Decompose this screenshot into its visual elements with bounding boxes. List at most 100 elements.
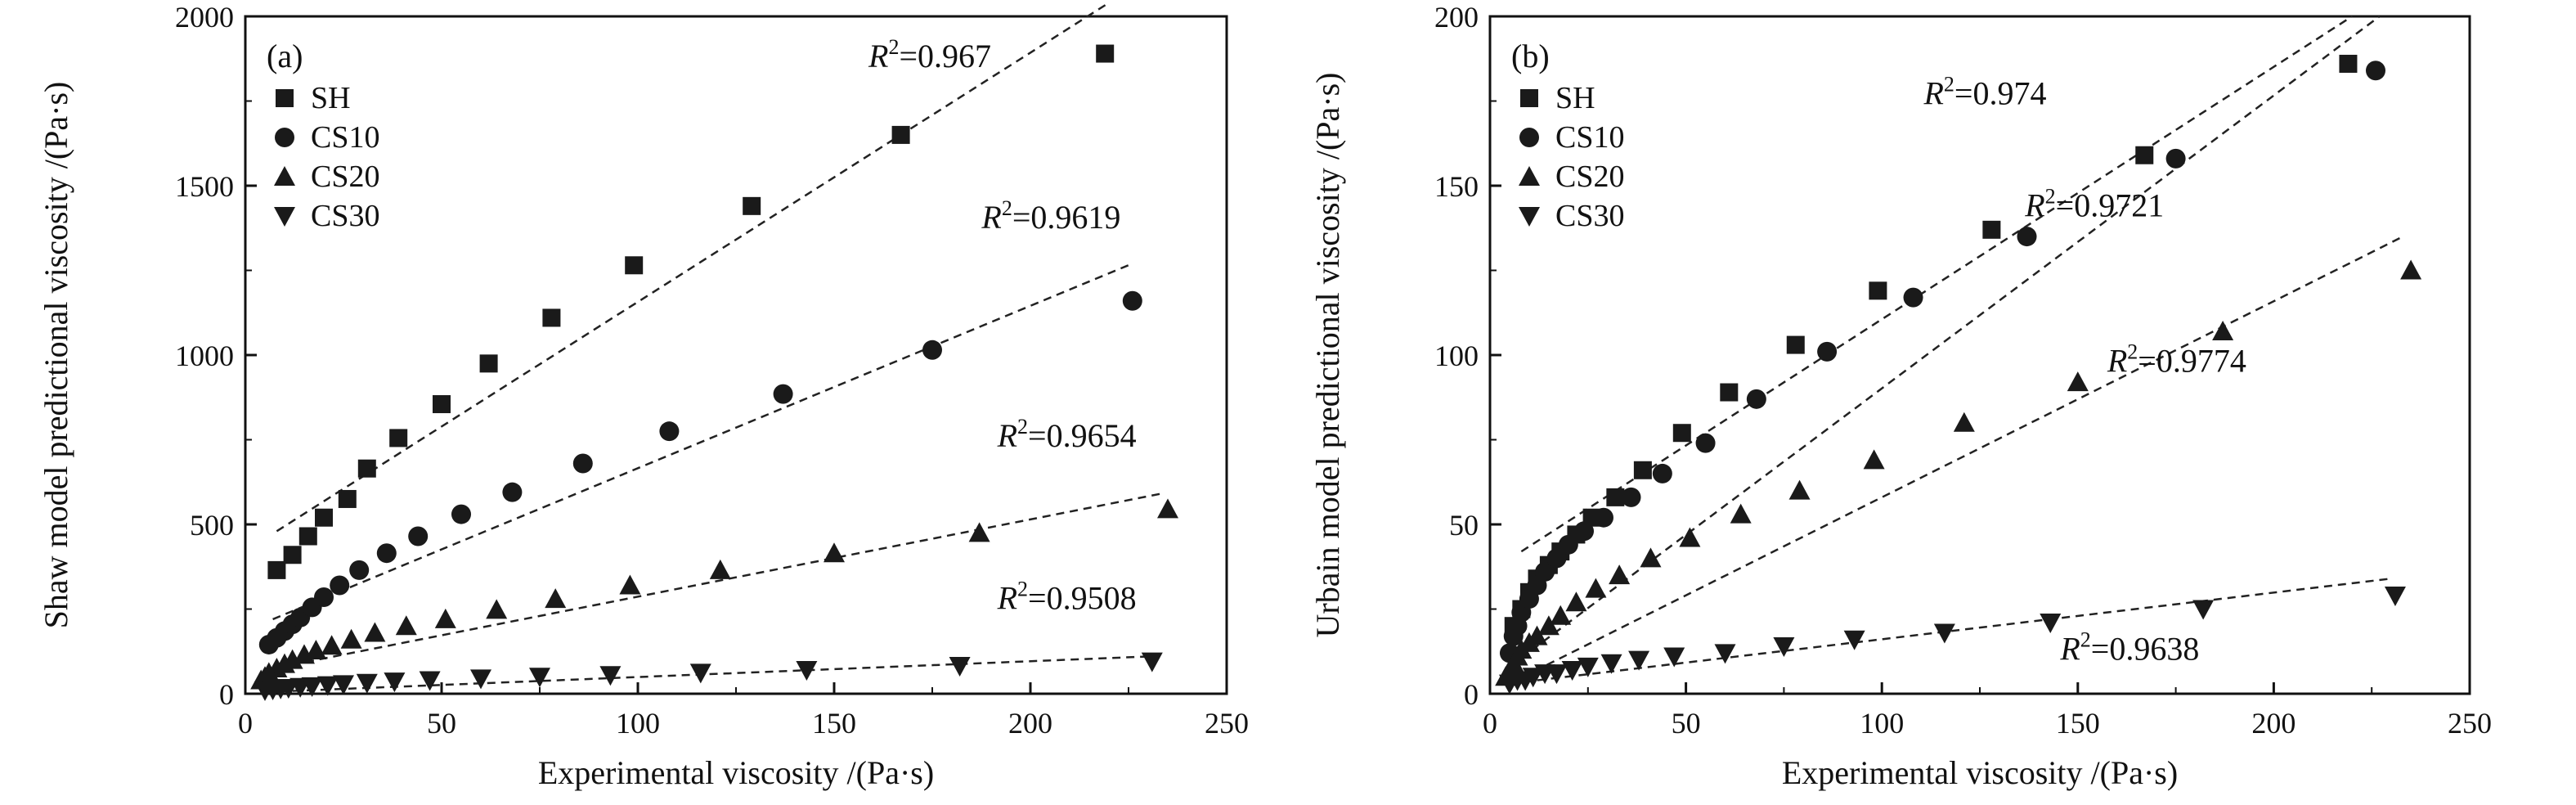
- y-tick-label: 100: [1434, 340, 1479, 372]
- data-point: [619, 574, 641, 595]
- data-point: [2067, 371, 2089, 392]
- data-point: [1773, 637, 1795, 658]
- y-tick-label: 1000: [175, 340, 234, 372]
- data-point: [1585, 578, 1607, 598]
- legend-label: CS10: [1555, 120, 1624, 155]
- data-point: [922, 340, 942, 360]
- data-point: [315, 508, 333, 527]
- legend-marker: [274, 207, 295, 227]
- x-tick-label: 0: [1483, 707, 1497, 740]
- data-point: [298, 527, 317, 546]
- data-point: [283, 546, 302, 564]
- data-point: [1537, 615, 1560, 636]
- data-point: [1652, 463, 1672, 483]
- legend-marker: [1519, 166, 1540, 186]
- data-point: [1843, 630, 1865, 650]
- data-point: [1621, 487, 1641, 507]
- y-tick-label: 500: [190, 509, 234, 542]
- data-point: [1522, 668, 1544, 688]
- data-point: [545, 588, 567, 609]
- data-point: [419, 671, 441, 691]
- data-point: [1746, 389, 1766, 409]
- data-point: [1663, 647, 1685, 668]
- fit-line: [272, 263, 1133, 621]
- data-point: [434, 608, 456, 628]
- data-point: [364, 622, 386, 642]
- legend-item: CS20: [1519, 160, 1624, 194]
- y-tick-label: 2000: [175, 1, 234, 34]
- data-point: [1817, 341, 1838, 362]
- legend-label: CS20: [311, 160, 379, 194]
- data-point: [1633, 461, 1652, 479]
- legend-item: CS20: [274, 160, 379, 194]
- data-point: [968, 522, 990, 542]
- data-point: [389, 429, 408, 447]
- x-tick-label: 150: [812, 707, 856, 740]
- data-point: [1561, 661, 1583, 681]
- data-point: [1546, 548, 1567, 569]
- legend-item: CS10: [275, 120, 379, 155]
- series-sh: R2=0.974: [1504, 15, 2358, 636]
- r2-label: R2=0.9654: [997, 415, 1137, 454]
- data-point: [2017, 227, 2037, 247]
- data-point: [1672, 424, 1691, 443]
- data-point: [340, 628, 362, 649]
- data-point: [314, 587, 334, 608]
- data-point: [529, 668, 550, 688]
- legend-item: SH: [276, 81, 351, 115]
- data-point: [357, 459, 376, 478]
- data-point: [333, 675, 354, 695]
- data-point: [451, 504, 471, 524]
- r2-label: R2=0.9508: [997, 578, 1137, 617]
- data-point: [395, 615, 417, 636]
- series-cs10: R2=0.9721: [1499, 15, 2385, 668]
- legend-label: CS20: [1555, 160, 1624, 194]
- y-tick-label: 150: [1434, 170, 1479, 203]
- legend-label: CS10: [311, 120, 379, 155]
- data-point: [1600, 654, 1622, 674]
- x-tick-label: 100: [616, 707, 660, 740]
- data-point: [625, 256, 644, 275]
- series-cs30: R2=0.9638: [1498, 577, 2406, 695]
- x-tick-label: 250: [2448, 707, 2492, 740]
- data-point: [542, 308, 561, 327]
- data-point: [281, 649, 303, 669]
- data-point: [2339, 54, 2358, 73]
- r2-label: R2=0.974: [1923, 73, 2046, 112]
- legend-marker: [1520, 89, 1538, 107]
- legend-item: SH: [1520, 81, 1595, 115]
- data-point: [330, 575, 350, 596]
- data-point: [1577, 657, 1599, 677]
- data-point: [709, 559, 731, 579]
- y-tick-label: 0: [1464, 678, 1479, 711]
- plot-frame: [1488, 15, 2471, 695]
- data-point: [321, 635, 343, 655]
- data-point: [1141, 652, 1163, 672]
- data-point: [1953, 411, 1975, 432]
- data-point: [1714, 644, 1736, 664]
- legend-marker: [1519, 128, 1539, 147]
- data-point: [1122, 290, 1142, 311]
- data-point: [1593, 507, 1613, 528]
- data-point: [1526, 625, 1548, 645]
- data-point: [2165, 148, 2186, 169]
- data-point: [2135, 146, 2154, 164]
- data-point: [2365, 61, 2385, 81]
- data-point: [1679, 527, 1701, 547]
- data-point: [301, 677, 323, 697]
- data-point: [1869, 281, 1887, 300]
- data-point: [486, 599, 508, 619]
- fit-line: [1509, 235, 2404, 685]
- x-tick-label: 150: [2056, 707, 2100, 740]
- data-point: [1730, 503, 1752, 524]
- series-sh: R2=0.967: [267, 2, 1115, 579]
- data-point: [2212, 321, 2234, 341]
- y-tick-label: 200: [1434, 1, 1479, 34]
- data-point: [338, 489, 357, 508]
- data-point: [433, 395, 451, 414]
- data-point: [2040, 614, 2062, 634]
- x-axis-title: Experimental viscosity /(Pa·s): [1782, 754, 2178, 791]
- fit-line: [1520, 15, 2353, 553]
- data-point: [356, 673, 378, 694]
- y-axis-title: Shaw model predictional viscosity /(Pa·s…: [38, 82, 74, 629]
